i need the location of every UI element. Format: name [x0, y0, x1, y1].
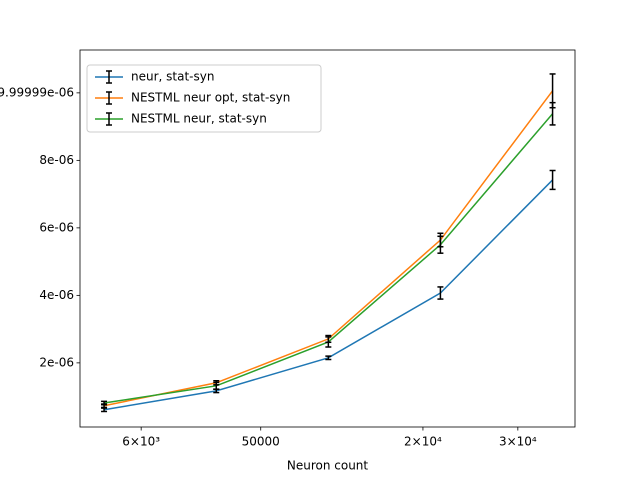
- series-line: [103, 179, 554, 411]
- legend-box: [86, 64, 322, 133]
- y-tick-label: 4e-06: [39, 288, 74, 302]
- error-bar: [213, 381, 220, 390]
- error-bar: [101, 400, 108, 406]
- error-bar: [549, 169, 556, 191]
- error-bar: [437, 235, 444, 254]
- y-tick-label: 9.99999e-06: [0, 85, 74, 99]
- y-tick-label: 6e-06: [39, 220, 74, 234]
- x-tick-label: 2×10⁴: [404, 435, 442, 449]
- x-axis-label: Neuron count: [287, 459, 369, 473]
- y-tick-label: 2e-06: [39, 355, 74, 369]
- error-bar: [325, 336, 332, 348]
- error-bar: [549, 101, 556, 126]
- error-bar: [325, 355, 332, 361]
- error-bar: [437, 286, 444, 300]
- x-tick-label: 3×10⁴: [499, 435, 537, 449]
- plot-frame: [79, 49, 576, 428]
- legend-label: neur, stat-syn: [131, 70, 214, 84]
- x-tick-label: 6×10³: [122, 435, 160, 449]
- legend-label: NESTML neur opt, stat-syn: [131, 91, 290, 105]
- y-tick-label: 8e-06: [39, 153, 74, 167]
- x-tick-label: 50000: [242, 435, 280, 449]
- legend-label: NESTML neur, stat-syn: [131, 112, 267, 126]
